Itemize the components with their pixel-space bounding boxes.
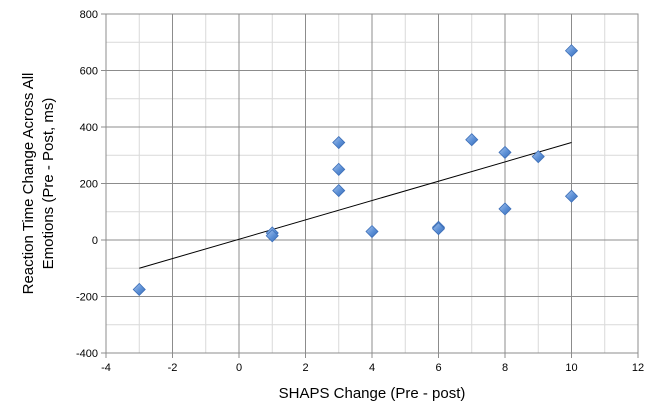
y-tick-label: 200: [80, 179, 98, 191]
x-tick-label: 6: [435, 362, 441, 374]
y-tick-label: -400: [76, 348, 98, 360]
y-tick-label: 400: [80, 122, 98, 134]
x-tick-label: 0: [236, 362, 242, 374]
data-point: [365, 224, 379, 239]
data-point: [332, 183, 346, 198]
x-tick-label: 12: [632, 362, 644, 374]
x-axis-title: SHAPS Change (Pre - post): [279, 385, 466, 402]
x-tick-label: -4: [101, 362, 111, 374]
data-point: [564, 44, 579, 58]
y-axis-ticks: -400 -200 0 200 400 600 800: [76, 9, 98, 360]
y-axis-title-line-1: Reaction Time Change Across All: [20, 73, 37, 295]
x-tick-label: 4: [369, 362, 375, 374]
trendline: [139, 142, 572, 269]
x-tick-label: 10: [565, 362, 577, 374]
y-axis-title-line-2: Emotions (Pre - Post, ms): [40, 98, 57, 270]
trendline-group: [139, 142, 572, 269]
data-point: [531, 150, 545, 164]
y-tick-label: 0: [92, 235, 98, 247]
x-tick-label: -2: [168, 362, 178, 374]
y-tick-label: -200: [76, 292, 98, 304]
data-point: [498, 145, 512, 159]
gridlines: [101, 13, 639, 358]
data-point: [332, 135, 346, 150]
y-tick-label: 600: [80, 66, 98, 78]
y-tick-label: 800: [80, 9, 98, 21]
x-axis-ticks: -4 -2 0 2 4 6 8 10 12: [101, 362, 644, 374]
data-point: [564, 189, 579, 203]
data-point: [465, 133, 479, 147]
data-point: [498, 202, 512, 216]
x-tick-label: 8: [502, 362, 508, 374]
data-points: [132, 44, 579, 297]
data-point: [431, 222, 446, 236]
data-point: [265, 229, 279, 243]
x-tick-label: 2: [302, 362, 308, 374]
data-point: [332, 162, 346, 176]
data-point: [132, 282, 146, 297]
